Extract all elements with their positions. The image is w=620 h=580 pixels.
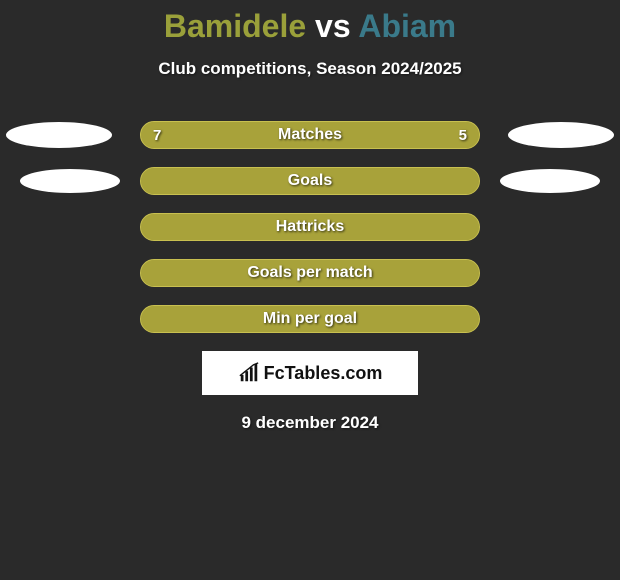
logo: FcTables.com bbox=[238, 362, 383, 384]
bar-track: Min per goal bbox=[140, 305, 480, 333]
bar-fill-left bbox=[141, 168, 310, 194]
bar-fill-left bbox=[141, 260, 310, 286]
chart-row: Hattricks bbox=[0, 213, 620, 241]
chart-row: Goals per match bbox=[0, 259, 620, 287]
chart-icon bbox=[238, 362, 260, 384]
logo-box: FcTables.com bbox=[202, 351, 418, 395]
player2-name: Abiam bbox=[358, 8, 456, 44]
avatar-placeholder-right bbox=[508, 122, 614, 148]
infographic-container: Bamidele vs Abiam Club competitions, Sea… bbox=[0, 0, 620, 433]
vs-label: vs bbox=[315, 8, 351, 44]
bar-fill-right bbox=[310, 306, 479, 332]
player1-name: Bamidele bbox=[164, 8, 306, 44]
bar-fill-left bbox=[141, 214, 310, 240]
bar-fill-right bbox=[310, 260, 479, 286]
avatar-placeholder-left bbox=[20, 169, 120, 193]
bar-fill-left bbox=[141, 122, 337, 148]
bar-track: Goals bbox=[140, 167, 480, 195]
bar-track: Goals per match bbox=[140, 259, 480, 287]
page-title: Bamidele vs Abiam bbox=[164, 8, 456, 45]
bar-track: 75Matches bbox=[140, 121, 480, 149]
bar-fill-right bbox=[310, 214, 479, 240]
bar-fill-left bbox=[141, 306, 310, 332]
chart-row: 75Matches bbox=[0, 121, 620, 149]
chart-row: Min per goal bbox=[0, 305, 620, 333]
date-label: 9 december 2024 bbox=[241, 413, 378, 433]
avatar-placeholder-right bbox=[500, 169, 600, 193]
avatar-placeholder-left bbox=[6, 122, 112, 148]
subtitle: Club competitions, Season 2024/2025 bbox=[158, 59, 461, 79]
chart-row: Goals bbox=[0, 167, 620, 195]
comparison-chart: 75MatchesGoalsHattricksGoals per matchMi… bbox=[0, 121, 620, 333]
bar-value-left: 7 bbox=[153, 122, 161, 148]
bar-fill-right bbox=[310, 168, 479, 194]
bar-track: Hattricks bbox=[140, 213, 480, 241]
bar-value-right: 5 bbox=[459, 122, 467, 148]
logo-text: FcTables.com bbox=[264, 363, 383, 384]
